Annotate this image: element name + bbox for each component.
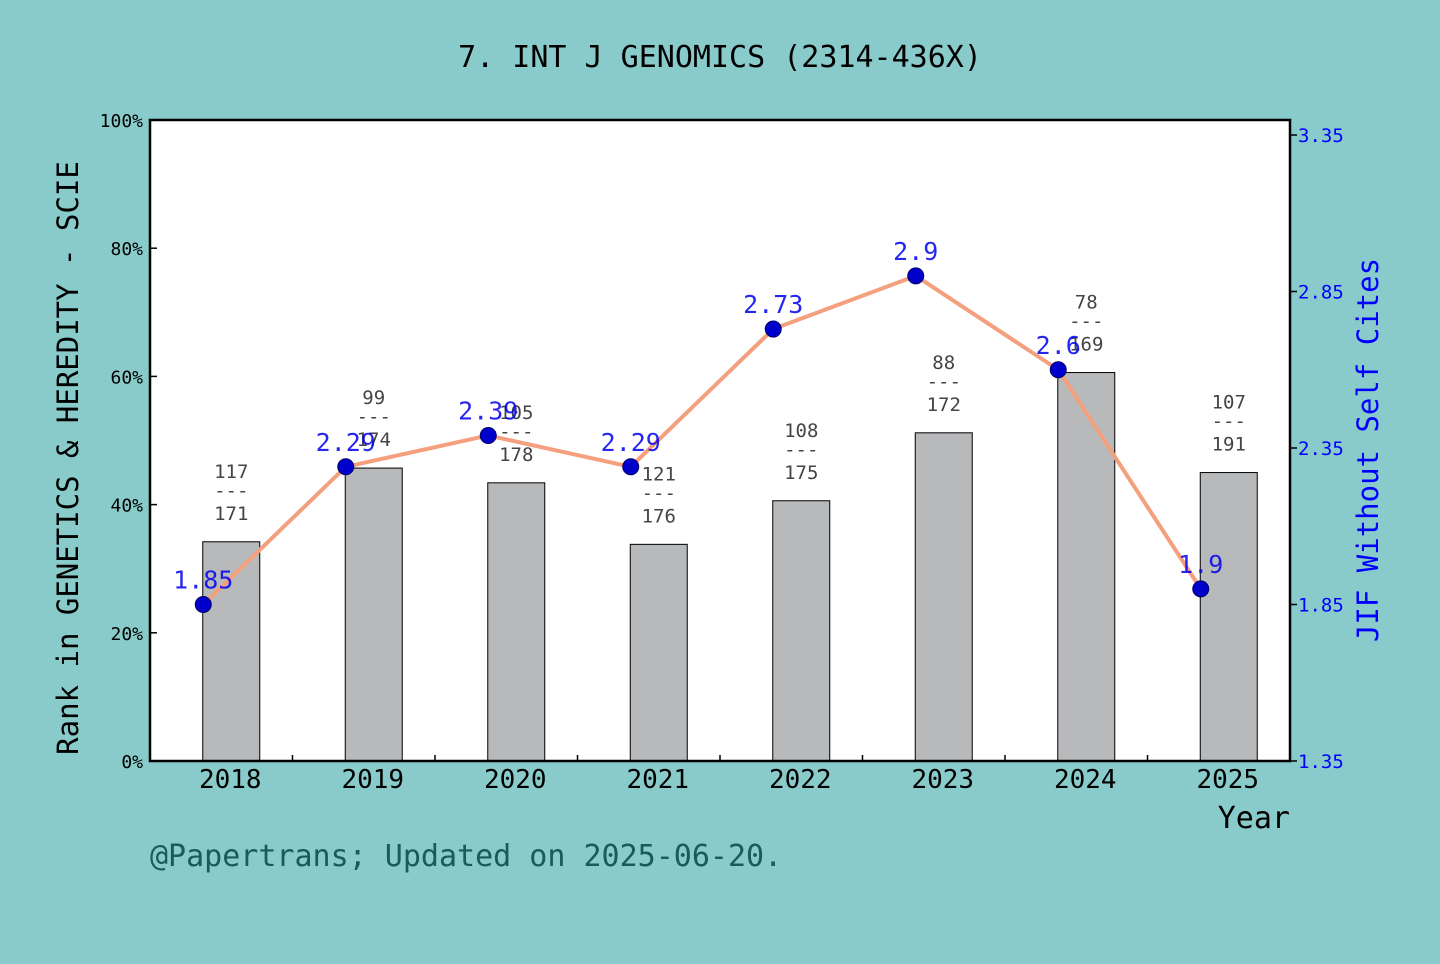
x-tick-label: 2022: [769, 765, 832, 795]
bar-2023: [914, 432, 973, 762]
bars-layer: [202, 372, 1258, 762]
jif-point-2023: [907, 267, 925, 285]
bar-label-separator: ---: [1212, 411, 1246, 433]
bar-rank-label: 117: [214, 461, 248, 483]
right-tick-label: 3.35: [1298, 125, 1344, 147]
jif-line: [201, 273, 1203, 606]
bar-rank-label: 105: [499, 402, 533, 424]
left-tick-label: 40%: [110, 496, 143, 517]
x-tick-label: 2023: [911, 765, 974, 795]
left-tick-label: 80%: [110, 239, 143, 260]
bar-2024: [1057, 372, 1116, 762]
bar-label-separator: ---: [357, 406, 391, 428]
right-axis-label: JIF Without Self Cites: [1351, 258, 1385, 642]
x-tick-label: 2024: [1054, 765, 1117, 795]
bar-rank-label: 108: [784, 420, 818, 442]
bar-total-label: 172: [927, 394, 961, 416]
jif-value-label: 1.85: [173, 566, 233, 595]
left-axis-label: Rank in GENETICS & HEREDITY - SCIE: [51, 161, 85, 755]
bar-label-separator: ---: [784, 439, 818, 461]
bar-2021: [629, 543, 688, 762]
bar-rank-label: 107: [1212, 392, 1246, 414]
chart-title: 7. INT J GENOMICS (2314-436X): [458, 40, 982, 75]
right-tick-label: 1.85: [1298, 595, 1344, 617]
bar-total-label: 171: [214, 503, 248, 525]
jif-point-2019: [337, 458, 355, 476]
left-tick-label: 20%: [110, 624, 143, 645]
jif-point-2024: [1049, 361, 1067, 379]
jif-point-2021: [622, 458, 640, 476]
jif-value-label: 2.39: [458, 396, 518, 425]
bar-2020: [487, 482, 546, 762]
bar-total-label: 176: [642, 505, 676, 527]
bar-rank-label: 121: [642, 463, 676, 485]
bar-label-separator: ---: [214, 480, 248, 502]
bar-rank-label: 88: [932, 352, 955, 374]
jif-point-2022: [764, 320, 782, 338]
left-tick-label: 0%: [121, 752, 143, 773]
jif-value-label: 2.9: [893, 237, 938, 266]
right-tick-label: 1.35: [1298, 751, 1344, 773]
bar-total-label: 174: [357, 429, 391, 451]
x-tick-label: 2021: [626, 765, 689, 795]
jif-value-label: 2.29: [601, 428, 661, 457]
jif-value-label: 2.73: [743, 290, 803, 319]
left-tick-label: 100%: [100, 111, 144, 132]
bar-total-label: 178: [499, 444, 533, 466]
line-layer: 1.85 2.29 2.39 2.29 2.73 2.9 2.6 1.9: [173, 237, 1223, 613]
bar-total-label: 169: [1069, 334, 1103, 356]
bar-total-label: 191: [1212, 434, 1246, 456]
jif-value-label: 1.9: [1178, 550, 1223, 579]
x-axis: 2018 2019 2020 2021 2022 2023 2024 2025: [199, 755, 1259, 795]
bar-label-separator: ---: [927, 371, 961, 393]
bar-rank-label: 99: [362, 387, 385, 409]
right-tick-label: 2.35: [1298, 438, 1344, 460]
x-tick-label: 2019: [341, 765, 404, 795]
bar-total-label: 175: [784, 462, 818, 484]
right-tick-label: 2.85: [1298, 282, 1344, 304]
jif-value-label: 2.6: [1036, 331, 1081, 360]
jif-value-label: 2.29: [316, 428, 376, 457]
bar-label-separator: ---: [642, 482, 676, 504]
x-tick-label: 2020: [484, 765, 547, 795]
left-axis: 0% 20% 40% 60% 80% 100%: [100, 111, 157, 773]
left-tick-label: 60%: [110, 367, 143, 388]
x-tick-label: 2025: [1196, 765, 1259, 795]
jif-point-2020: [479, 426, 497, 444]
footer-credit: @Papertrans; Updated on 2025-06-20.: [150, 839, 782, 874]
bar-2025: [1199, 472, 1258, 762]
jif-point-2018: [194, 596, 212, 613]
jif-point-2025: [1192, 580, 1210, 598]
bar-rank-label: 78: [1075, 292, 1098, 314]
right-axis: 1.35 1.85 2.35 2.85 3.35: [1290, 125, 1344, 773]
x-tick-label: 2018: [199, 765, 262, 795]
x-axis-label: Year: [1218, 801, 1290, 836]
bar-2019: [344, 467, 403, 762]
bar-label-separator: ---: [1069, 311, 1103, 333]
bar-labels-layer: 117---17199---174105---178121---176108--…: [214, 292, 1246, 528]
bar-2022: [772, 500, 831, 762]
bar-label-separator: ---: [499, 421, 533, 443]
